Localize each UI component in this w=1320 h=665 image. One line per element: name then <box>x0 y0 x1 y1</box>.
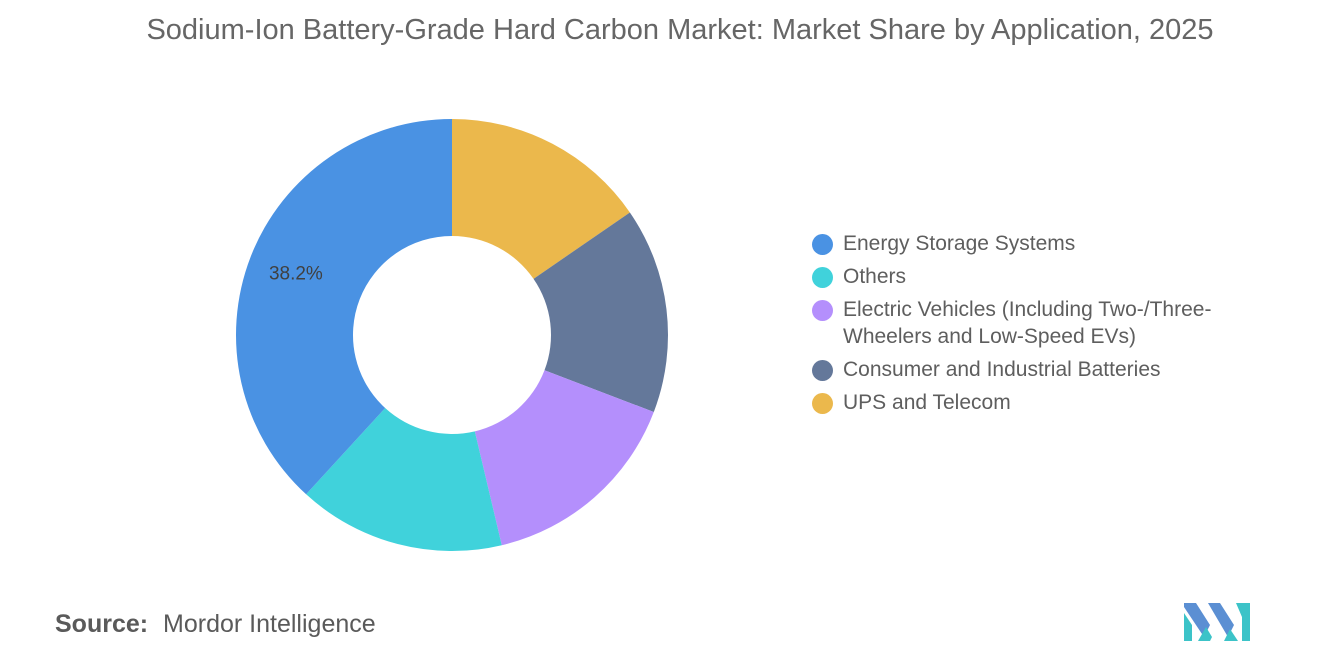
donut-slice-1 <box>452 119 630 279</box>
mordor-intelligence-logo-icon <box>1184 603 1250 641</box>
legend-swatch-icon <box>812 360 833 381</box>
legend-swatch-icon <box>812 234 833 255</box>
donut-slice-4 <box>306 408 502 551</box>
legend-swatch-icon <box>812 393 833 414</box>
source-text: Mordor Intelligence <box>163 610 376 638</box>
legend-item: Consumer and Industrial Batteries <box>812 356 1292 383</box>
legend-swatch-icon <box>812 267 833 288</box>
legend-item: Others <box>812 263 1292 290</box>
legend-item: UPS and Telecom <box>812 389 1292 416</box>
donut-slice-5 <box>236 119 452 495</box>
legend-label: Energy Storage Systems <box>843 232 1076 255</box>
donut-slice-2 <box>533 212 668 412</box>
slice-data-label: 38.2% <box>269 263 323 284</box>
legend-item: Electric Vehicles (Including Two-/Three-… <box>812 296 1292 350</box>
legend-label: Consumer and Industrial Batteries <box>843 358 1161 381</box>
legend-item: Energy Storage Systems <box>812 230 1292 257</box>
legend-label: UPS and Telecom <box>843 391 1011 414</box>
chart-title: Sodium-Ion Battery-Grade Hard Carbon Mar… <box>146 14 1214 46</box>
donut-slice-3 <box>474 370 654 546</box>
chart-legend: Energy Storage Systems Others Electric Veh… <box>812 230 1292 422</box>
legend-label: Electric Vehicles (Including Two-/Three-… <box>843 298 1212 348</box>
legend-label: Others <box>843 265 907 288</box>
source-label: Source: <box>55 610 149 638</box>
source-note: Source: Mordor Intelligence <box>55 610 376 639</box>
legend-swatch-icon <box>812 300 833 321</box>
